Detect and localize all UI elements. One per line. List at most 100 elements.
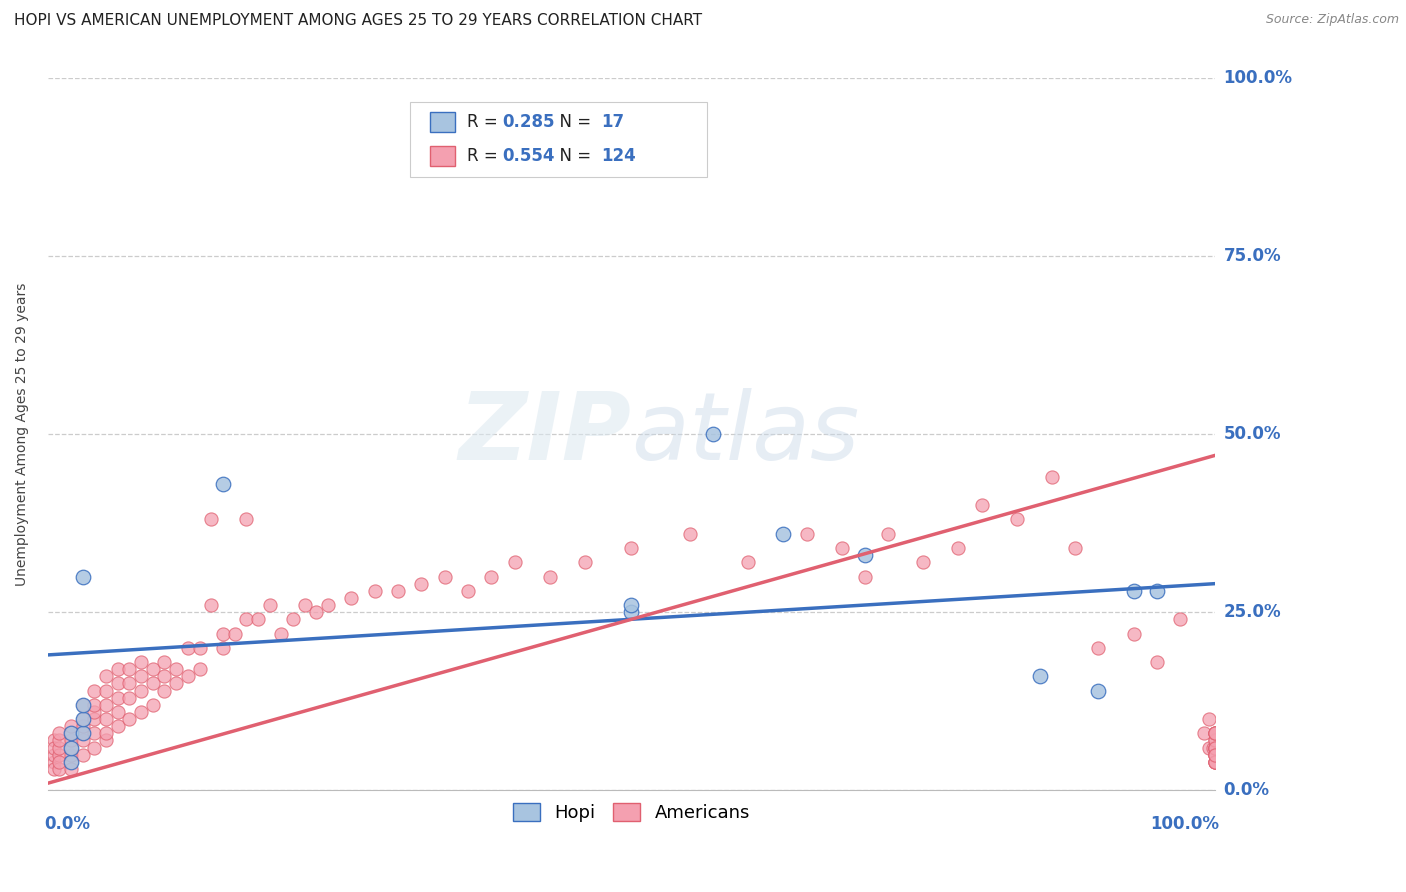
Point [1146, 655, 1168, 669]
Point [620, 605, 643, 619]
Text: 50.0%: 50.0% [1223, 425, 1281, 443]
Point [737, 555, 759, 569]
Point [129, 669, 152, 683]
Point [1087, 640, 1109, 655]
Point [1204, 740, 1226, 755]
Point [83, 705, 105, 719]
Point [970, 498, 993, 512]
Point [1204, 747, 1226, 762]
Point [72, 733, 94, 747]
Point [316, 598, 339, 612]
Point [107, 719, 129, 733]
Text: 100.0%: 100.0% [1223, 69, 1292, 87]
Point [72, 698, 94, 712]
Point [165, 676, 187, 690]
Text: 25.0%: 25.0% [1223, 603, 1281, 621]
Point [1204, 740, 1226, 755]
Point [503, 555, 526, 569]
Point [42, 762, 65, 776]
Text: 75.0%: 75.0% [1223, 247, 1281, 265]
Point [235, 512, 257, 526]
Text: 100.0%: 100.0% [1150, 815, 1219, 833]
Point [853, 569, 876, 583]
Text: 17: 17 [602, 112, 624, 131]
Point [1198, 712, 1220, 726]
Point [72, 726, 94, 740]
FancyBboxPatch shape [409, 103, 707, 178]
FancyBboxPatch shape [429, 112, 456, 132]
Point [1204, 733, 1226, 747]
Point [94, 712, 117, 726]
Point [772, 526, 794, 541]
Point [48, 726, 70, 740]
Point [83, 698, 105, 712]
Point [60, 755, 83, 769]
Point [42, 740, 65, 755]
Text: 0.0%: 0.0% [44, 815, 90, 833]
Point [48, 762, 70, 776]
Point [129, 683, 152, 698]
Point [94, 683, 117, 698]
Point [235, 612, 257, 626]
Point [620, 541, 643, 555]
Point [259, 598, 281, 612]
Point [853, 548, 876, 562]
Point [60, 726, 83, 740]
Point [481, 569, 503, 583]
Point [831, 541, 853, 555]
Point [83, 726, 105, 740]
Point [72, 747, 94, 762]
Point [1168, 612, 1191, 626]
Point [129, 705, 152, 719]
Text: N =: N = [548, 146, 596, 165]
Point [153, 669, 176, 683]
Point [246, 612, 269, 626]
Point [1029, 669, 1052, 683]
Point [42, 733, 65, 747]
Point [1005, 512, 1028, 526]
Point [142, 676, 165, 690]
Point [1040, 469, 1063, 483]
Point [1122, 583, 1144, 598]
Point [224, 626, 246, 640]
Point [118, 712, 141, 726]
Point [72, 726, 94, 740]
Point [83, 740, 105, 755]
Point [1204, 726, 1226, 740]
Text: 0.0%: 0.0% [1223, 781, 1270, 799]
Point [107, 690, 129, 705]
Point [42, 747, 65, 762]
Point [200, 512, 222, 526]
Point [60, 726, 83, 740]
Point [94, 733, 117, 747]
Point [411, 576, 433, 591]
Point [72, 698, 94, 712]
Point [1204, 755, 1226, 769]
Point [129, 655, 152, 669]
Point [48, 733, 70, 747]
Text: 0.285: 0.285 [502, 112, 554, 131]
Point [281, 612, 304, 626]
Point [153, 655, 176, 669]
Point [574, 555, 596, 569]
Point [48, 755, 70, 769]
Point [363, 583, 385, 598]
Point [83, 683, 105, 698]
Point [1204, 747, 1226, 762]
Point [107, 676, 129, 690]
Y-axis label: Unemployment Among Ages 25 to 29 years: Unemployment Among Ages 25 to 29 years [15, 282, 30, 586]
Point [72, 719, 94, 733]
Point [177, 669, 200, 683]
Legend: Hopi, Americans: Hopi, Americans [503, 794, 759, 831]
Point [340, 591, 363, 605]
Point [305, 605, 328, 619]
Point [387, 583, 409, 598]
Point [912, 555, 935, 569]
Text: R =: R = [467, 112, 503, 131]
Point [1087, 683, 1109, 698]
Point [142, 698, 165, 712]
Point [433, 569, 456, 583]
Point [188, 662, 211, 676]
Point [270, 626, 292, 640]
Point [212, 626, 235, 640]
